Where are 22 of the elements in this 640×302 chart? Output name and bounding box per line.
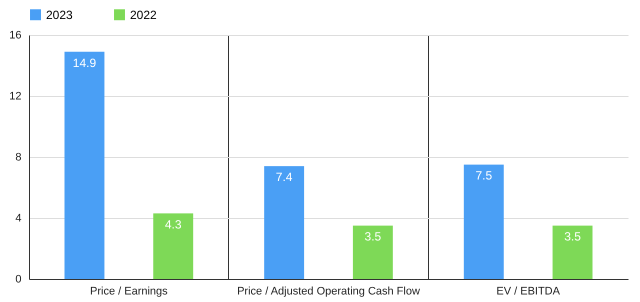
x-tick-label: Price / Adjusted Operating Cash Flow bbox=[237, 286, 420, 298]
bar bbox=[264, 166, 304, 279]
data-label: 3.5 bbox=[564, 230, 582, 244]
y-tick-label: 0 bbox=[15, 274, 22, 286]
legend-label: 2023 bbox=[46, 8, 74, 22]
y-tick-label: 8 bbox=[15, 152, 22, 164]
bar bbox=[153, 213, 194, 279]
y-tick-label: 4 bbox=[15, 212, 22, 224]
bar bbox=[352, 226, 393, 279]
x-tick-label: Price / Earnings bbox=[90, 286, 168, 298]
legend-label: 2022 bbox=[130, 8, 158, 22]
data-label: 7.5 bbox=[475, 168, 492, 183]
bar bbox=[64, 52, 104, 279]
bar bbox=[552, 226, 593, 279]
x-tick-label: EV / EBITDA bbox=[496, 286, 561, 298]
y-tick-label: 16 bbox=[9, 30, 22, 42]
data-label: 7.4 bbox=[276, 170, 293, 184]
data-label: 4.3 bbox=[164, 217, 182, 232]
y-tick-label: 12 bbox=[9, 90, 22, 102]
data-label: 3.5 bbox=[364, 230, 382, 244]
bar bbox=[464, 164, 504, 279]
data-label: 14.9 bbox=[72, 56, 96, 70]
